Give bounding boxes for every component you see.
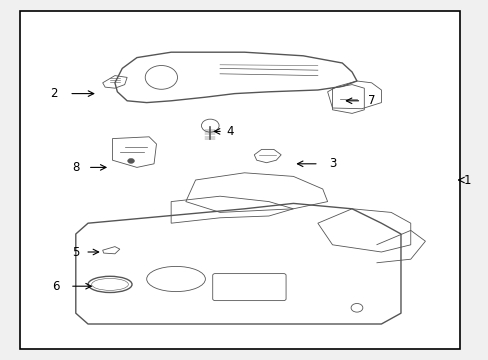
Text: 3: 3 [328, 157, 336, 170]
Text: 5: 5 [72, 246, 80, 258]
Text: 2: 2 [50, 87, 58, 100]
FancyBboxPatch shape [20, 11, 459, 349]
Text: 1: 1 [462, 174, 470, 186]
Text: 8: 8 [72, 161, 80, 174]
Text: 4: 4 [225, 125, 233, 138]
Text: 7: 7 [367, 94, 375, 107]
Circle shape [127, 158, 134, 163]
Text: 6: 6 [52, 280, 60, 293]
